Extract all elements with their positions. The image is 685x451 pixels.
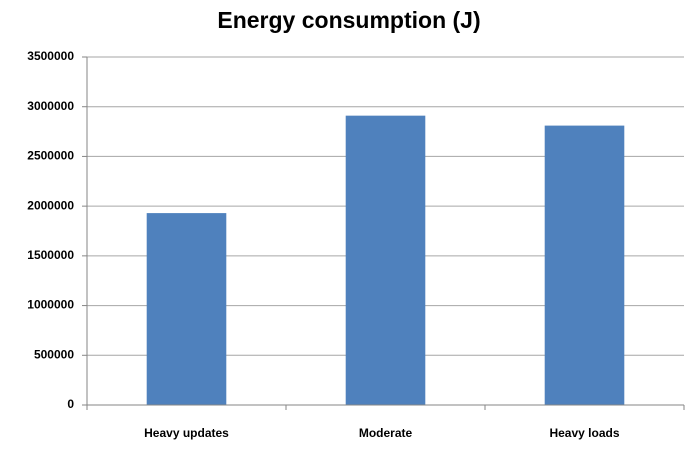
x-tick-label: Heavy updates bbox=[144, 426, 229, 440]
chart-title: Energy consumption (J) bbox=[217, 7, 480, 33]
y-tick-label: 3000000 bbox=[27, 99, 74, 113]
y-tick-label: 0 bbox=[67, 397, 74, 411]
bar bbox=[146, 213, 227, 405]
y-tick-label: 1500000 bbox=[27, 248, 74, 262]
x-tick-label: Moderate bbox=[359, 426, 413, 440]
y-tick-label: 3500000 bbox=[27, 49, 74, 63]
y-tick-label: 1000000 bbox=[27, 298, 74, 312]
bar bbox=[544, 125, 625, 405]
y-tick-label: 500000 bbox=[34, 347, 74, 361]
bar bbox=[345, 115, 426, 406]
x-tick-label: Heavy loads bbox=[549, 426, 619, 440]
y-tick-label: 2000000 bbox=[27, 198, 74, 212]
y-tick-label: 2500000 bbox=[27, 149, 74, 163]
